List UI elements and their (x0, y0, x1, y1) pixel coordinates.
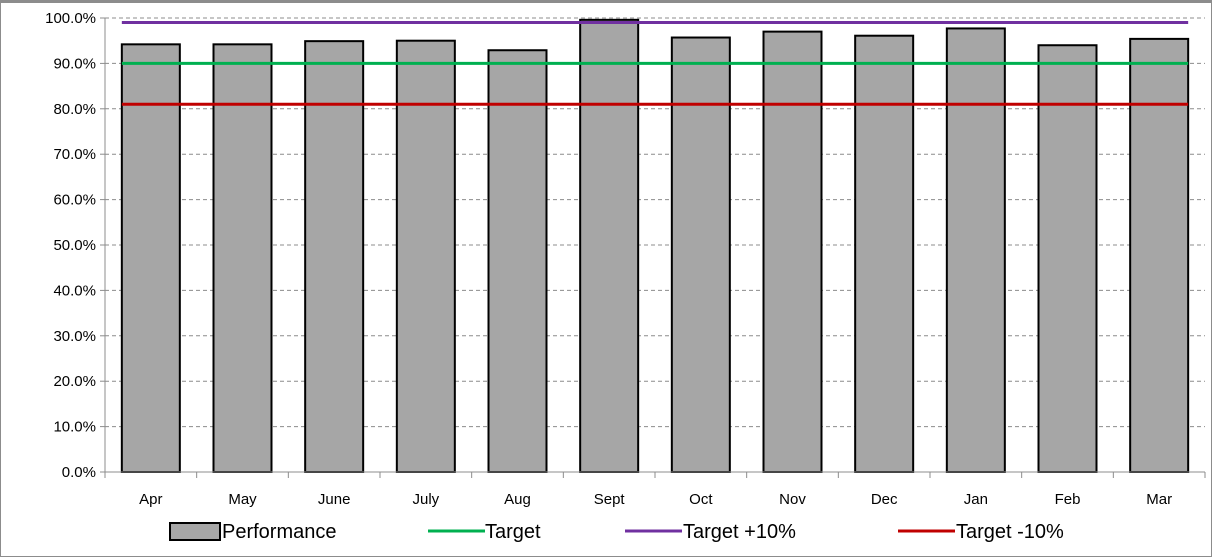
legend-label: Performance (222, 521, 337, 543)
performance-bars (120, 18, 1190, 474)
performance-bar (945, 27, 1006, 474)
performance-bar (487, 49, 548, 473)
performance-bar (212, 43, 273, 473)
x-tick-label: Sept (594, 491, 626, 508)
performance-bar (670, 36, 731, 473)
performance-bar (120, 43, 181, 473)
x-tick-label: Oct (689, 491, 713, 508)
y-tick-label: 100.0% (45, 10, 96, 27)
x-tick-label: Dec (871, 491, 898, 508)
x-tick-label: Apr (139, 491, 162, 508)
y-tick-label: 20.0% (53, 373, 96, 390)
y-tick-label: 70.0% (53, 146, 96, 163)
y-tick-label: 30.0% (53, 328, 96, 345)
x-axis-categories: Apr May June July Aug Sept Oct Nov Dec Jan Feb Mar (139, 491, 1172, 508)
y-tick-label: 50.0% (53, 237, 96, 254)
y-tick-label: 10.0% (53, 419, 96, 436)
y-tick-label: 40.0% (53, 282, 96, 299)
performance-bar (304, 40, 365, 474)
x-tick-label: May (228, 491, 257, 508)
x-tick-label: Aug (504, 491, 531, 508)
x-tick-label: Feb (1055, 491, 1081, 508)
performance-bar (854, 34, 915, 474)
x-tick-label: June (318, 491, 351, 508)
y-tick-label: 90.0% (53, 55, 96, 72)
legend-label: Target (485, 521, 541, 543)
x-tick-label: Mar (1146, 491, 1172, 508)
gridlines (105, 17, 1205, 428)
performance-bar (762, 30, 823, 474)
legend: Performance Target Target +10% Target -10% (169, 521, 1064, 543)
target-lines (121, 21, 1189, 106)
y-tick-label: 0.0% (62, 464, 96, 481)
axes (100, 17, 1206, 478)
y-tick-label: 60.0% (53, 192, 96, 209)
legend-swatch-bar (169, 522, 221, 541)
legend-label: Target +10% (683, 521, 796, 543)
legend-label: Target -10% (956, 521, 1064, 543)
x-tick-label: Nov (779, 491, 806, 508)
performance-bar (395, 39, 456, 473)
x-tick-label: Jan (964, 491, 988, 508)
y-tick-label: 80.0% (53, 101, 96, 118)
performance-bar (579, 18, 640, 473)
performance-bar (1037, 44, 1098, 474)
y-axis-ticks: 0.0% 10.0% 20.0% 30.0% 40.0% 50.0% 60.0% 70.0% 8… (45, 10, 96, 481)
x-tick-label: July (412, 491, 439, 508)
